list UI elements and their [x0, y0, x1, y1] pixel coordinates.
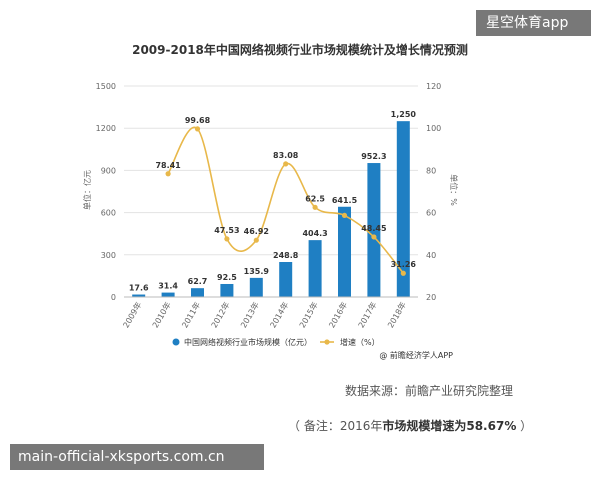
growth-line — [167, 126, 404, 274]
growth-value-label: 78.41 — [155, 161, 181, 170]
bar — [161, 292, 175, 297]
y2-tick-label: 40 — [426, 251, 436, 260]
growth-point — [165, 171, 171, 177]
remark-suffix: ） — [516, 419, 533, 433]
y2-tick-label: 20 — [426, 293, 436, 302]
growth-point — [283, 161, 289, 167]
growth-point — [253, 237, 259, 243]
bar — [338, 206, 351, 297]
legend-bar-label: 中国网络视频行业市场规模（亿元） — [184, 337, 312, 347]
x-tick-label: 2017年 — [356, 300, 379, 330]
bar-value-label: 62.7 — [188, 277, 208, 286]
legend-bar-marker — [172, 338, 180, 346]
bar — [220, 283, 234, 297]
growth-value-label: 47.53 — [214, 226, 239, 235]
bar-value-label: 1,250 — [391, 110, 417, 119]
remark-bold: 市场规模增速为58.67% — [382, 419, 517, 433]
x-tick-label: 2018年 — [385, 300, 408, 330]
bar-value-label: 952.3 — [361, 152, 386, 161]
x-tick-label: 2014年 — [268, 300, 291, 330]
growth-point — [341, 212, 348, 219]
x-tick-label: 2012年 — [209, 300, 232, 330]
data-source-note: 数据来源：前瞻产业研究院整理 — [345, 384, 514, 398]
y2-axis-title: 单位：% — [449, 174, 459, 206]
bar — [308, 240, 322, 297]
site-url-label[interactable]: main-official-xksports.com.cn — [10, 444, 264, 470]
bar — [249, 277, 263, 297]
y-tick-label: 0 — [111, 293, 116, 302]
bar-value-label: 92.5 — [217, 273, 237, 282]
y2-tick-label: 60 — [426, 209, 436, 218]
y2-tick-label: 80 — [426, 166, 436, 175]
x-tick-label: 2013年 — [238, 300, 261, 330]
legend-line-label: 增速（%） — [340, 337, 380, 347]
x-tick-label: 2011年 — [179, 300, 202, 330]
y-tick-label: 300 — [101, 251, 116, 260]
app-watermark-label[interactable]: 星空体育app — [476, 10, 591, 36]
bar — [132, 294, 146, 297]
bar-value-label: 248.8 — [273, 251, 299, 260]
growth-point — [400, 270, 406, 276]
bar — [279, 262, 293, 297]
y2-tick-label: 120 — [426, 82, 441, 91]
y2-tick-label: 100 — [426, 124, 441, 133]
remark-note: （ 备注：2016年市场规模增速为58.67% ） — [288, 417, 532, 434]
x-tick-label: 2009年 — [121, 300, 144, 330]
bar-value-label: 641.5 — [332, 196, 358, 205]
growth-point — [194, 126, 201, 132]
x-tick-label: 2016年 — [326, 300, 349, 330]
bar-value-label: 31.4 — [158, 282, 178, 291]
bar — [191, 288, 204, 297]
growth-value-label: 62.5 — [305, 194, 325, 203]
y-tick-label: 600 — [101, 209, 116, 218]
bar-value-label: 17.6 — [129, 284, 149, 293]
growth-value-label: 99.68 — [185, 116, 211, 125]
growth-value-label: 48.45 — [361, 224, 387, 233]
y-tick-label: 900 — [101, 166, 116, 175]
bar-value-label: 404.3 — [302, 229, 327, 238]
growth-point — [224, 236, 230, 242]
bar-value-label: 135.9 — [244, 267, 270, 276]
y-tick-label: 1200 — [96, 124, 116, 133]
y-axis-title: 单位：亿元 — [82, 170, 92, 210]
growth-point — [312, 204, 318, 210]
chart-source-credit: @ 前瞻经济学人APP — [379, 350, 453, 360]
growth-value-label: 83.08 — [273, 151, 299, 160]
bar — [396, 121, 410, 298]
x-tick-label: 2015年 — [297, 300, 320, 330]
growth-value-label: 46.92 — [244, 227, 269, 236]
growth-point — [371, 234, 377, 240]
remark-prefix: （ 备注：2016年 — [288, 419, 383, 433]
bar — [367, 163, 381, 297]
growth-value-label: 31.26 — [391, 260, 417, 269]
legend-line-dot — [324, 339, 330, 345]
y-tick-label: 1500 — [96, 82, 116, 91]
x-tick-label: 2010年 — [150, 300, 173, 330]
chart-title: 2009-2018年中国网络视频行业市场规模统计及增长情况预测 — [132, 43, 468, 57]
